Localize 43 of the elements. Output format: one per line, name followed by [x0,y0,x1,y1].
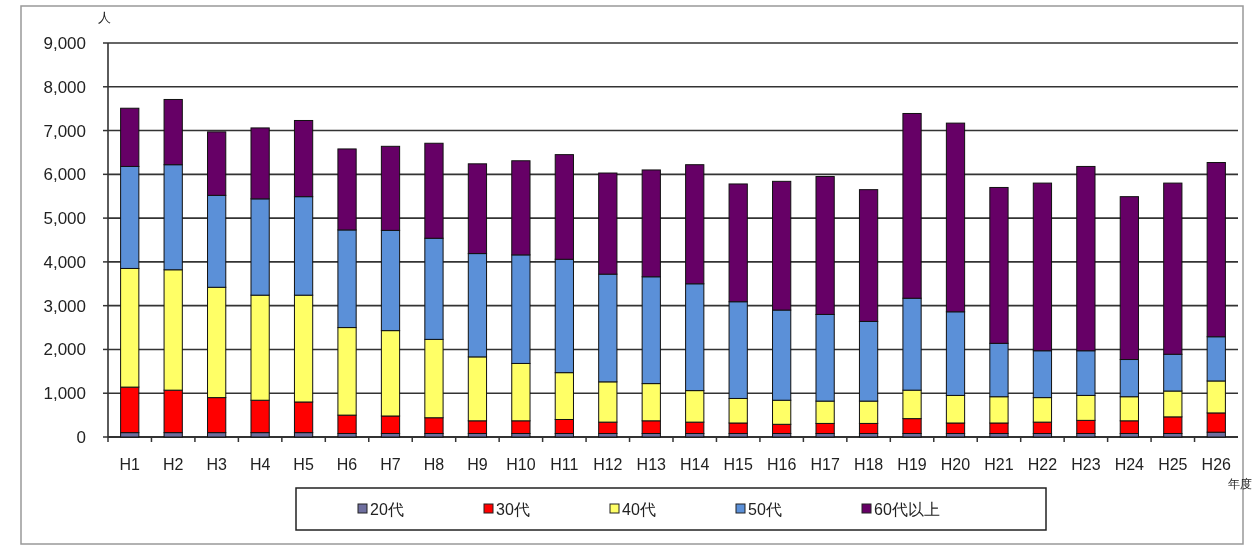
x-tick-label: H19 [897,456,927,473]
x-axis-title: 年度 [1228,477,1252,491]
legend-label: 60代以上 [874,501,940,518]
x-tick-label: H14 [680,456,710,473]
x-tick-label: H23 [1071,456,1101,473]
y-tick-label: 8,000 [43,77,86,97]
x-tick-label: H1 [119,456,141,473]
y-tick-label: 9,000 [43,34,86,53]
x-tick-label: H25 [1158,456,1188,473]
y-tick-label: 7,000 [43,121,86,141]
y-tick-label: 4,000 [43,252,86,272]
x-tick-label: H2 [162,456,184,473]
x-tick-label: H22 [1027,456,1058,473]
y-tick-label: 1,000 [43,384,86,404]
x-tick-label: H12 [593,456,623,473]
x-tick-label: H15 [723,456,753,473]
x-tick-label: H18 [853,456,884,473]
x-tick-label: H16 [766,456,797,473]
x-tick-label: H5 [293,456,314,473]
x-tick-label: H6 [336,456,358,473]
y-tick-label: 5,000 [43,209,86,229]
y-tick-label: 6,000 [43,165,86,185]
x-tick-label: H8 [423,456,445,473]
x-tick-label: H20 [940,456,971,473]
legend-label: 50代 [748,501,782,518]
y-tick-label: 3,000 [43,296,86,316]
x-tick-label: H3 [206,456,227,473]
y-tick-label: 2,000 [43,340,86,360]
x-tick-label: H4 [249,456,271,473]
y-tick-label: 0 [76,428,86,447]
x-tick-label: H11 [550,456,579,473]
x-tick-label: H21 [984,456,1014,473]
legend-label: 30代 [496,501,530,518]
x-tick-label: H17 [810,456,840,473]
x-tick-label: H26 [1201,456,1232,473]
x-tick-label: H24 [1114,456,1145,473]
legend-label: 40代 [622,501,656,518]
x-tick-label: H10 [506,456,536,473]
legend-label: 20代 [370,501,404,518]
y-axis-title: 人 [97,10,111,25]
x-tick-label: H13 [636,456,667,473]
x-tick-label: H9 [467,456,488,473]
x-tick-label: H7 [380,456,401,473]
